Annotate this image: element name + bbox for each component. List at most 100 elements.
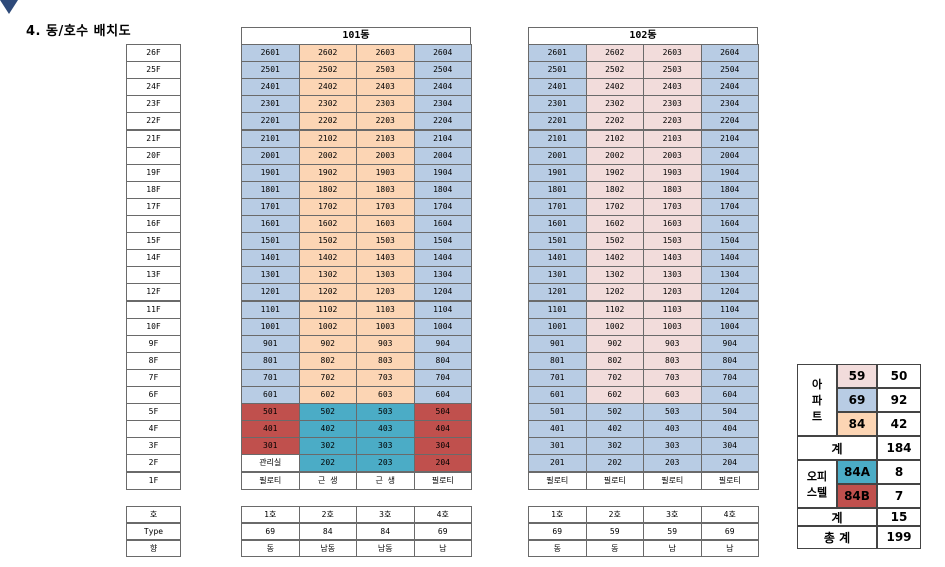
- unit-cell: 2504: [413, 61, 472, 80]
- unit-cell: 1003: [356, 317, 415, 336]
- unit-cell: 904: [700, 334, 759, 353]
- floor-label: 11F: [126, 300, 181, 319]
- unit-cell: 1204: [700, 283, 759, 302]
- unit-cell: 903: [356, 334, 415, 353]
- floor-label: 4F: [126, 420, 181, 439]
- unit-cell: 1902: [298, 163, 357, 182]
- unit-cell: 2204: [413, 112, 472, 131]
- unit-cell: 1702: [585, 197, 644, 216]
- apartment-label: 아 파 트: [797, 364, 837, 436]
- unit-cell: 403: [643, 420, 702, 439]
- unit-cell: 1602: [585, 215, 644, 234]
- unit-cell: 1302: [585, 266, 644, 285]
- unit-info-cell: 동: [241, 540, 300, 557]
- unit-cell: 604: [413, 386, 472, 405]
- unit-cell: 1504: [413, 232, 472, 251]
- unit-cell: 804: [413, 351, 472, 370]
- unit-cell: 1703: [356, 197, 415, 216]
- unit-cell: 1304: [700, 266, 759, 285]
- unit-cell: 1701: [241, 197, 300, 216]
- unit-cell: 503: [643, 403, 702, 422]
- floor-label: 18F: [126, 180, 181, 199]
- unit-cell: 801: [241, 351, 300, 370]
- apartment-type: 59: [837, 364, 877, 388]
- unit-cell: 901: [528, 334, 587, 353]
- unit-cell: 1603: [643, 215, 702, 234]
- unit-cell: 702: [298, 368, 357, 387]
- unit-cell: 1002: [298, 317, 357, 336]
- unit-cell: 502: [585, 403, 644, 422]
- unit-cell: 404: [413, 420, 472, 439]
- unit-cell: 803: [356, 351, 415, 370]
- unit-cell: 2204: [700, 112, 759, 131]
- unit-cell: 803: [643, 351, 702, 370]
- unit-cell: 1804: [413, 180, 472, 199]
- unit-cell: 603: [643, 386, 702, 405]
- unit-cell: 702: [585, 368, 644, 387]
- floor-label: 21F: [126, 129, 181, 148]
- unit-cell: 1903: [356, 163, 415, 182]
- unit-cell: 1403: [643, 249, 702, 268]
- floor-label: 26F: [126, 44, 181, 63]
- unit-cell: 1604: [413, 215, 472, 234]
- unit-cell: 2302: [298, 95, 357, 114]
- unit-cell: 필로티: [528, 471, 587, 490]
- unit-cell: 1603: [356, 215, 415, 234]
- unit-cell: 2104: [700, 129, 759, 148]
- unit-cell: 2503: [643, 61, 702, 80]
- floor-label: 1F: [126, 471, 181, 490]
- unit-cell: 1502: [585, 232, 644, 251]
- unit-cell: 2403: [356, 78, 415, 97]
- unit-cell: 201: [528, 454, 587, 473]
- unit-cell: 602: [585, 386, 644, 405]
- unit-cell: 2503: [356, 61, 415, 80]
- unit-cell: 1601: [241, 215, 300, 234]
- unit-info-cell: 69: [241, 523, 300, 540]
- unit-cell: 801: [528, 351, 587, 370]
- unit-cell: 704: [413, 368, 472, 387]
- unit-cell: 1501: [241, 232, 300, 251]
- grand-total-value: 199: [877, 526, 921, 549]
- unit-cell: 802: [585, 351, 644, 370]
- unit-cell: 1201: [241, 283, 300, 302]
- unit-info-cell: 84: [356, 523, 415, 540]
- unit-cell: 203: [643, 454, 702, 473]
- unit-info-cell: 남: [643, 540, 702, 557]
- unit-cell: 1402: [585, 249, 644, 268]
- unit-cell: 1402: [298, 249, 357, 268]
- unit-info-cell: 59: [585, 523, 644, 540]
- unit-info-cell: 84: [298, 523, 357, 540]
- grand-total-label: 총 계: [797, 526, 877, 549]
- unit-cell: 1202: [585, 283, 644, 302]
- unit-cell: 2604: [700, 44, 759, 63]
- unit-cell: 1503: [356, 232, 415, 251]
- unit-cell: 1903: [643, 163, 702, 182]
- floor-label: 7F: [126, 368, 181, 387]
- floor-label: 2F: [126, 454, 181, 473]
- unit-cell: 필로티: [700, 471, 759, 490]
- info-row-label: Type: [126, 523, 181, 540]
- unit-cell: 402: [298, 420, 357, 439]
- unit-cell: 404: [700, 420, 759, 439]
- info-row-label: 향: [126, 540, 181, 557]
- unit-cell: 1601: [528, 215, 587, 234]
- unit-cell: 703: [643, 368, 702, 387]
- unit-cell: 2203: [356, 112, 415, 131]
- unit-cell: 1904: [700, 163, 759, 182]
- unit-info-cell: 3호: [356, 506, 415, 523]
- unit-cell: 304: [413, 437, 472, 456]
- info-row-label: 호: [126, 506, 181, 523]
- unit-cell: 1202: [298, 283, 357, 302]
- unit-cell: 2303: [356, 95, 415, 114]
- unit-cell: 502: [298, 403, 357, 422]
- unit-cell: 304: [700, 437, 759, 456]
- unit-cell: 1004: [700, 317, 759, 336]
- unit-cell: 301: [241, 437, 300, 456]
- unit-info-cell: 남동: [298, 540, 357, 557]
- unit-cell: 1101: [528, 300, 587, 319]
- unit-cell: 2003: [643, 146, 702, 165]
- unit-info-cell: 69: [413, 523, 472, 540]
- unit-cell: 1104: [700, 300, 759, 319]
- unit-cell: 1503: [643, 232, 702, 251]
- unit-cell: 604: [700, 386, 759, 405]
